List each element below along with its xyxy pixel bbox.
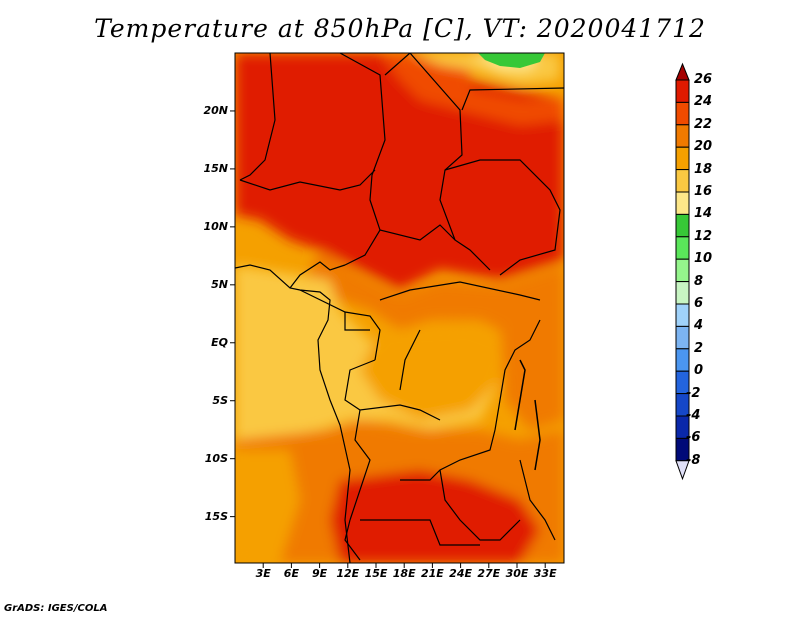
lat-label: 15N — [203, 161, 228, 175]
colorbar-label: 20 — [694, 139, 713, 155]
cool-patch — [478, 53, 545, 68]
colorbar-segment — [675, 348, 690, 372]
colorbar-label: 0 — [694, 363, 704, 379]
colorbar-label: 6 — [694, 296, 704, 311]
colorbar-segment — [675, 281, 690, 305]
colorbar-segment — [675, 236, 690, 260]
colorbar-label: 18 — [694, 161, 713, 177]
colorbar-label: 2 — [694, 340, 704, 356]
lon-label: 21E — [420, 567, 444, 580]
colorbar-segment — [675, 303, 690, 327]
lon-label: 30E — [505, 567, 529, 580]
colorbar-segment — [675, 146, 690, 171]
lon-label: 3E — [255, 567, 271, 580]
lat-label: 5N — [211, 277, 228, 291]
temperature-field — [235, 53, 564, 563]
lon-label: 6E — [283, 567, 299, 580]
colorbar-segment — [675, 101, 690, 126]
colorbar-label: 14 — [694, 206, 713, 222]
colorbar-label: 24 — [694, 94, 713, 110]
colorbar-segment — [675, 213, 690, 238]
grads-credit: GrADS: IGES/COLA — [4, 603, 108, 614]
map-title: Temperature at 850hPa [C], VT: 202004171… — [94, 14, 706, 43]
colorbar-label: 22 — [694, 116, 713, 132]
lon-label: 15E — [364, 567, 388, 580]
country-borders — [239, 53, 564, 561]
rift-lakes — [514, 359, 541, 471]
colorbar-cap-bottom — [675, 460, 690, 481]
colorbar-label: 4 — [694, 318, 704, 334]
map-border — [234, 52, 565, 564]
colorbar-label: -6 — [686, 430, 701, 446]
lat-label: 10S — [204, 451, 228, 465]
colorbar-segment — [675, 191, 690, 215]
colorbar-label: 16 — [694, 184, 713, 199]
colorbar-label: 26 — [694, 72, 713, 87]
colorbar-segment — [675, 169, 690, 193]
lat-label: 15S — [204, 509, 228, 523]
lon-label: 27E — [477, 567, 501, 580]
lon-label: 9E — [312, 567, 328, 580]
colorbar-segment — [675, 124, 690, 148]
colorbar-label: 8 — [694, 273, 704, 289]
lon-label: 33E — [533, 567, 557, 580]
colorbar-cap-top — [675, 62, 690, 81]
colorbar-segment — [675, 258, 690, 283]
lat-label: 5S — [212, 393, 228, 407]
lat-label: 10N — [203, 219, 228, 233]
lat-label: 20N — [203, 103, 228, 117]
lat-label: EQ — [211, 335, 228, 349]
colorbar-label: 10 — [694, 251, 713, 267]
lon-label: 12E — [336, 567, 360, 580]
colorbar-label: -4 — [686, 408, 701, 423]
colorbar-segment — [675, 325, 690, 350]
colorbar-label: -8 — [686, 452, 701, 468]
colorbar-label: 12 — [694, 228, 713, 244]
lon-label: 18E — [392, 567, 416, 580]
colorbar-segment — [675, 79, 690, 103]
coastline — [235, 264, 351, 563]
colorbar-label: -2 — [686, 385, 701, 401]
lon-label: 24E — [449, 567, 472, 580]
